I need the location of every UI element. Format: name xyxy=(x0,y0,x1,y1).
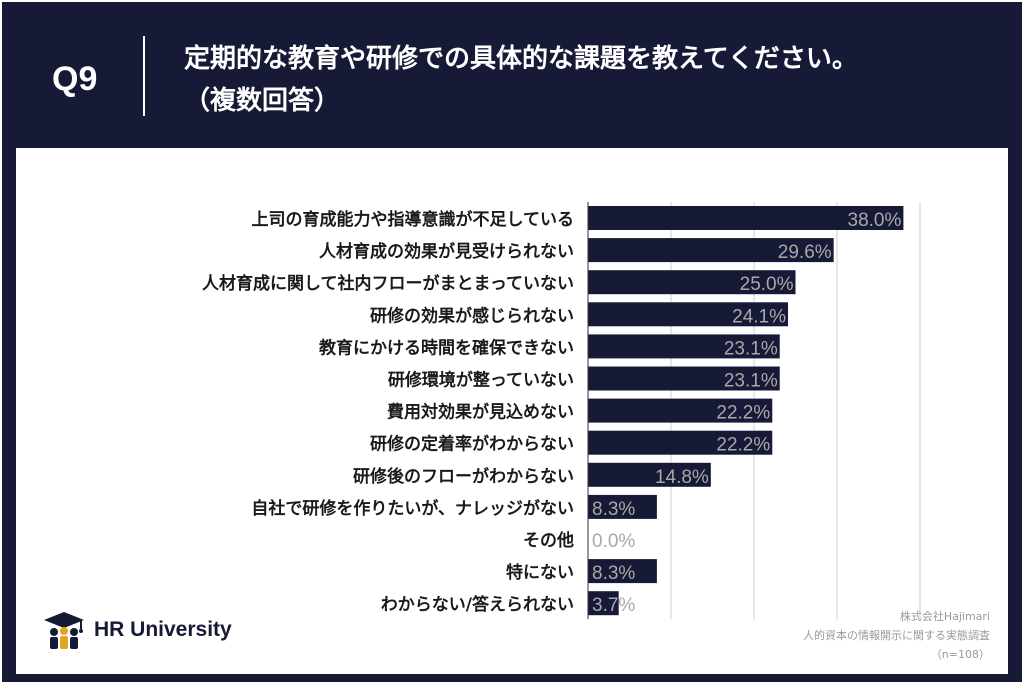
category-label: 上司の育成能力や指導意識が不足している xyxy=(252,209,575,230)
source-note: 株式会社Hajimari 人的資本の情報開示に関する実態調査 （n=108） xyxy=(803,607,990,664)
source-sample: （n=108） xyxy=(930,648,990,661)
bar xyxy=(588,270,796,295)
category-label: 費用対効果が見込めない xyxy=(387,402,574,423)
value-label: 29.6% xyxy=(778,242,832,263)
value-label: 22.2% xyxy=(716,435,770,456)
graduation-cap-people-icon xyxy=(44,612,84,649)
bar xyxy=(588,462,711,487)
category-label: その他 xyxy=(523,530,574,551)
brand-name: HR University xyxy=(94,618,232,641)
bar xyxy=(588,206,904,230)
category-label: 人材育成の効果が見受けられない xyxy=(319,241,574,262)
value-label: 3.7% xyxy=(592,595,635,616)
brand-logo: HR University xyxy=(42,610,232,650)
value-label: 24.1% xyxy=(732,306,786,327)
bar xyxy=(588,238,834,263)
bar xyxy=(588,302,789,327)
value-label: 38.0% xyxy=(848,210,902,231)
value-label: 8.3% xyxy=(592,499,635,520)
category-label: 特にない xyxy=(506,562,574,583)
bar xyxy=(588,366,780,391)
value-label: 23.1% xyxy=(724,338,778,359)
header-divider xyxy=(143,36,145,116)
value-label: 8.3% xyxy=(592,563,635,584)
bar xyxy=(588,398,773,423)
value-label: 14.8% xyxy=(655,467,709,488)
category-label: 自社で研修を作りたいが、ナレッジがない xyxy=(251,498,574,519)
category-label: 人材育成に関して社内フローがまとまっていない xyxy=(202,273,574,294)
question-number: Q9 xyxy=(52,60,98,98)
source-survey: 人的資本の情報開示に関する実態調査 xyxy=(803,629,990,642)
source-company: 株式会社Hajimari xyxy=(899,610,990,623)
chart-panel: 上司の育成能力や指導意識が不足している 38.0% 人材育成の効果が見受けられない 2… xyxy=(16,148,1008,674)
question-title: 定期的な教育や研修での具体的な課題を教えてください。 （複数回答） xyxy=(184,44,858,116)
category-label: 研修後のフローがわからない xyxy=(353,466,574,487)
bar xyxy=(588,591,619,616)
header: Q9 定期的な教育や研修での具体的な課題を教えてください。 （複数回答） xyxy=(2,2,1022,148)
value-label: 0.0% xyxy=(592,531,635,552)
category-label: わからない/答えられない xyxy=(381,594,574,615)
bar xyxy=(588,334,780,359)
category-label: 教育にかける時間を確保できない xyxy=(318,337,574,358)
category-label: 研修の効果が感じられない xyxy=(370,305,574,326)
bar-chart: 上司の育成能力や指導意識が不足している 38.0% 人材育成の効果が見受けられない 2… xyxy=(202,202,921,620)
bar xyxy=(588,559,657,584)
category-label: 研修環境が整っていない xyxy=(388,370,574,391)
bar xyxy=(588,430,773,455)
category-label: 研修の定着率がわからない xyxy=(370,434,574,455)
value-label: 25.0% xyxy=(740,274,794,295)
value-label: 23.1% xyxy=(724,371,778,392)
value-label: 22.2% xyxy=(716,403,770,424)
bar xyxy=(588,494,657,519)
